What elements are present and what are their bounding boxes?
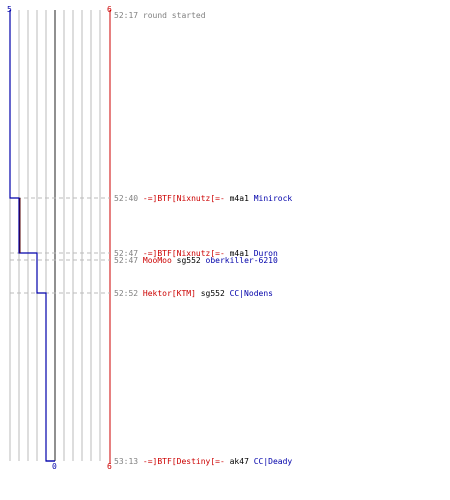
event-row: 52:40 -=]BTF[Nixnutz[=- m4a1 Minirock [114, 194, 292, 203]
event-text-part: Hektor[KTM] [143, 289, 196, 298]
event-text-part: m4a1 [225, 249, 254, 258]
event-text-part: CC|Deady [254, 457, 293, 466]
event-time: 52:17 [114, 11, 143, 20]
event-row: 52:47 -=]BTF[Nixnutz[=- m4a1 Duron [114, 249, 278, 258]
event-text-part: round started [143, 11, 206, 20]
event-text-part: oberkiller-6210 [206, 256, 278, 265]
event-text-part: -=]BTF[Nixnutz[=- [143, 249, 225, 258]
event-time: 52:52 [114, 289, 143, 298]
event-row: 52:17 round started [114, 11, 206, 20]
center-bottom-label: 0 [52, 462, 57, 471]
event-text-part: Duron [254, 249, 278, 258]
event-time: 52:47 [114, 249, 143, 258]
event-text-part: Minirock [254, 194, 293, 203]
red-bottom-label: 6 [107, 462, 112, 471]
event-text-part: sg552 [172, 256, 206, 265]
event-text-part: ak47 [225, 457, 254, 466]
event-time: 53:13 [114, 457, 143, 466]
event-time: 52:47 [114, 256, 143, 265]
event-text-part: -=]BTF[Destiny[=- [143, 457, 225, 466]
event-text-part: -=]BTF[Nixnutz[=- [143, 194, 225, 203]
blue-team-step-line [9, 10, 55, 462]
event-text-part: CC|Nodens [230, 289, 274, 298]
event-row: 53:13 -=]BTF[Destiny[=- ak47 CC|Deady [114, 457, 292, 466]
event-time: 52:40 [114, 194, 143, 203]
left-top-label: 5 [7, 5, 12, 14]
event-text-part: MooMoo [143, 256, 172, 265]
event-row: 52:52 Hektor[KTM] sg552 CC|Nodens [114, 289, 273, 298]
event-text-part: sg552 [196, 289, 230, 298]
event-row: 52:47 MooMoo sg552 oberkiller-6210 [114, 256, 278, 265]
red-top-label: 6 [107, 5, 112, 14]
event-text-part: m4a1 [225, 194, 254, 203]
